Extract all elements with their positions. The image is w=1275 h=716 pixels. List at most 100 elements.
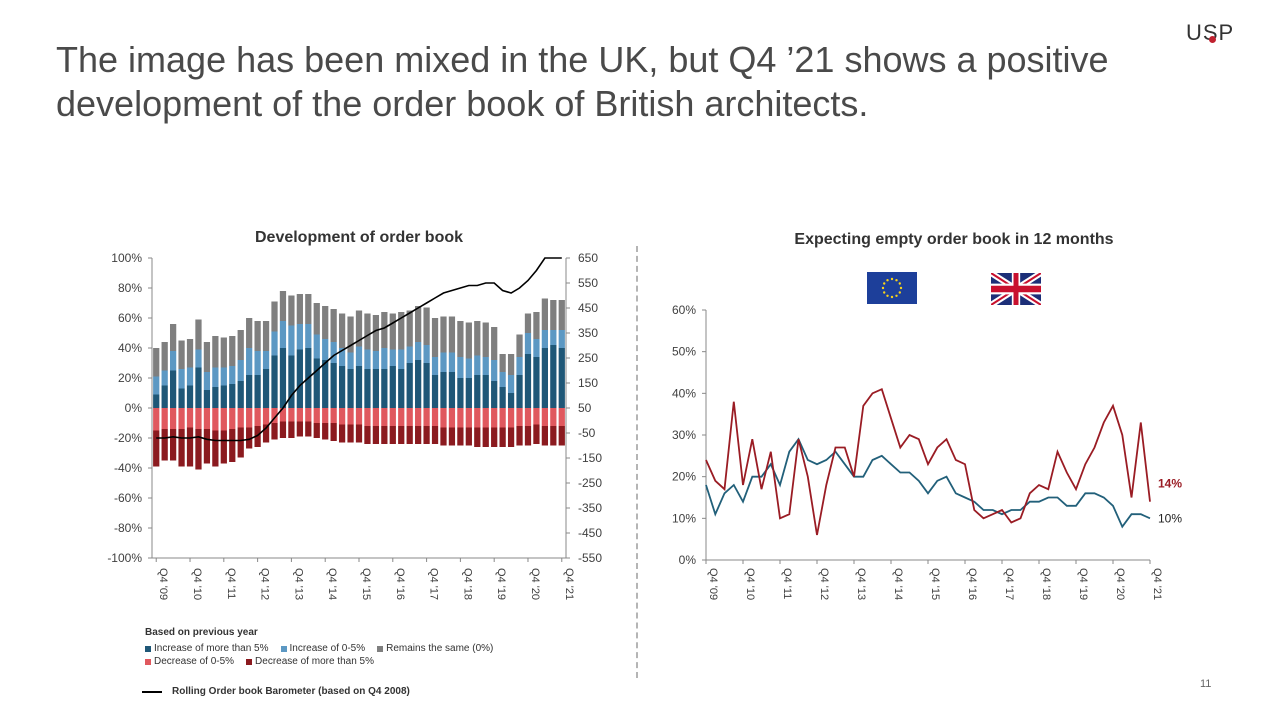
x-tick-label: Q4 '16 [966,568,978,600]
bar-segment [296,294,303,324]
legend-label: Remains the same (0%) [386,643,494,654]
y2-tick-label: -50 [578,426,596,440]
uk-flag-icon [991,273,1041,305]
bar-segment [169,429,177,461]
bar-segment [338,424,346,443]
page-number: 11 [1200,678,1212,690]
bar-segment [203,342,211,372]
bar-segment [499,387,506,408]
order-book-chart: Development of order book 100% 80% 60% 40% 20… [107,229,602,600]
bar-segment [347,352,354,369]
bar-segment [431,426,439,444]
swatch-icon [246,658,253,665]
bar-segment [254,321,261,351]
bar-segment [347,408,354,425]
bar-segment [398,369,405,408]
legend-label: Increase of 0-5% [289,643,366,654]
bar-segment [212,336,219,368]
eu-star-icon [890,277,894,281]
x-tick-label: Q4 '12 [818,568,830,600]
y2-tick-label: 650 [578,251,598,265]
bar-segment [524,313,532,333]
bar-segment [161,370,168,386]
y2-tick-label: -350 [578,501,602,515]
bar-segment [474,321,481,356]
x-tick-label: Q4 '15 [360,568,372,600]
y-tick-label: -40% [114,461,142,475]
bar-segment [389,426,396,444]
bar-segment [465,408,472,428]
y-tick-label: 100% [111,251,142,265]
bar-segment [212,387,219,408]
eu-star-icon [895,294,898,297]
x-tick-label: Q4 '19 [1077,568,1089,600]
bar-segment [524,426,532,446]
bar-segment [229,384,236,408]
bar-segment [499,408,506,428]
bar-segment [533,339,540,357]
bar-segment [499,372,506,387]
eu-flag-icon [867,272,917,304]
bar-segment [237,360,244,381]
bar-segment [330,423,337,441]
y-tick-label: 60% [672,303,696,317]
bar-segment [423,307,430,345]
y2-tick-label: -250 [578,476,602,490]
x-tick-label: Q4 '14 [326,568,338,600]
bar-segment [389,366,396,408]
y-tick-label: 40% [118,341,142,355]
legend-remains-same: Remains the same (0%) [377,643,493,654]
eu-star-icon [898,291,901,294]
y2-tick-label: 150 [578,376,598,390]
bar-segment [313,408,320,423]
bar-segment [541,330,549,348]
bar-segment [153,408,160,431]
bar-segment [254,351,261,375]
bar-segment [246,348,253,375]
y-tick-label: 80% [118,281,142,295]
bar-segment [457,408,464,428]
bar-segment [440,372,447,408]
bar-segment [212,367,219,387]
bar-segment [516,426,523,446]
bar-segment [364,313,371,350]
y-tick-label: 0% [125,401,143,415]
bar-segment [406,426,413,444]
bar-segment [448,352,456,372]
bar-segment [491,360,498,381]
bar-segment [499,427,506,447]
chart-title: Development of order book [255,229,463,246]
bar-segment [212,430,219,467]
bar-segment [153,376,160,395]
bar-segment [220,337,227,368]
bar-segment [381,408,388,426]
bar-segment [296,349,303,408]
y-tick-label: 10% [672,511,696,525]
bar-segment [550,345,557,408]
bar-segment [347,424,354,443]
x-tick-label: Q4 '16 [394,568,406,600]
bar-segment [457,357,464,378]
bar-segment [186,367,194,386]
bar-segment [355,408,363,425]
bar-segment [186,385,194,408]
x-tick-label: Q4 '09 [157,568,169,600]
bar-segment [220,408,227,431]
headline: The image has been mixed in the UK, but … [56,39,1109,124]
legend-increase-more: Increase of more than 5% [145,643,269,654]
eu-star-icon [886,279,889,282]
bar-segment [195,319,202,350]
bar-segment [364,349,371,369]
bar-segment [279,408,287,422]
bar-segment [457,321,464,357]
bar-segment [229,336,236,366]
bar-segment [288,355,295,408]
bar-segment [330,309,337,342]
chart-title: Expecting empty order book in 12 months [794,231,1113,248]
x-tick-label: Q4 '21 [1151,568,1163,600]
y2-tick-label: 550 [578,276,598,290]
bar-segment [423,345,430,363]
bar-segment [482,408,489,428]
swatch-icon [145,658,151,665]
bar-segment [406,363,413,408]
